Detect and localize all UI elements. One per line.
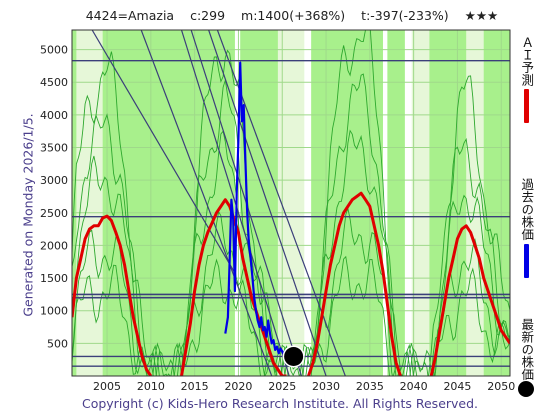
x-tick-label-2025: 2025 <box>268 380 296 393</box>
generated-date-label: Generated on Monday 2026/1/5. <box>20 113 36 317</box>
chart-header: 4424=Amazia c:299 m:1400(+368%) t:-397(-… <box>72 8 512 23</box>
legend-latest-swatch <box>518 380 534 397</box>
y-tick-label-1500: 1500 <box>40 272 68 285</box>
rating-stars: ★★★ <box>464 8 499 23</box>
latest-price-marker <box>282 345 305 368</box>
x-tick-label-2005: 2005 <box>93 380 121 393</box>
x-tick-label-2030: 2030 <box>312 380 340 393</box>
prediction-segment-3 <box>429 224 510 376</box>
legend-prediction: ＡＩ予測 <box>514 36 538 123</box>
plot-frame <box>71 29 511 377</box>
stock-code-name: 4424=Amazia <box>85 8 175 23</box>
white-band-2 <box>382 30 388 376</box>
y-tick-label-2500: 2500 <box>40 207 68 220</box>
legend-latest: 最新の株価 <box>514 318 538 401</box>
max-target: m:1400(+368%) <box>241 8 346 23</box>
copyright-footer: Copyright (c) Kids-Hero Research Institu… <box>81 396 479 411</box>
legend-past-label: 過去の株価 <box>519 178 535 241</box>
x-tick-label-2020: 2020 <box>224 380 252 393</box>
legend-prediction-swatch <box>523 89 529 123</box>
legend-past-swatch <box>523 243 529 278</box>
light-band-2 <box>411 30 430 376</box>
x-tick-label-2045: 2045 <box>443 380 471 393</box>
white-band-3 <box>404 30 412 376</box>
legend-past: 過去の株価 <box>514 178 538 278</box>
trend-line-5 <box>140 30 273 376</box>
trend-line-4 <box>91 30 235 272</box>
y-tick-label-500: 500 <box>47 337 68 350</box>
y-tick-label-5000: 5000 <box>40 44 68 57</box>
x-tick-label-2010: 2010 <box>137 380 165 393</box>
prediction-segment-0 <box>72 214 153 376</box>
min-target: t:-397(-233%) <box>361 8 449 23</box>
trend-line-0 <box>180 30 290 376</box>
y-tick-label-4500: 4500 <box>40 76 68 89</box>
white-band-1 <box>304 30 312 376</box>
x-tick-label-2035: 2035 <box>356 380 384 393</box>
prediction-segment-2 <box>307 191 402 376</box>
x-tick-label-2050: 2050 <box>487 380 515 393</box>
y-tick-label-3000: 3000 <box>40 174 68 187</box>
trend-line-2 <box>208 30 327 376</box>
current-price: c:299 <box>190 8 226 23</box>
thin-line-4 <box>72 30 510 376</box>
light-band-3 <box>466 30 484 376</box>
x-tick-label-2015: 2015 <box>181 380 209 393</box>
legend-prediction-label: ＡＩ予測 <box>519 36 535 86</box>
y-tick-label-4000: 4000 <box>40 109 68 122</box>
latest-dot <box>284 346 304 366</box>
thin-line-3 <box>72 255 510 376</box>
axes: 500 1000 1500 2000 2500 3000 3500 4000 4500 5000 2… <box>40 29 515 393</box>
y-tick-label-3500: 3500 <box>40 142 68 155</box>
y-tick-label-2000: 2000 <box>40 239 68 252</box>
x-tick-label-2040: 2040 <box>400 380 428 393</box>
y-tick-label-1000: 1000 <box>40 305 68 318</box>
horizontal-target-lines <box>72 60 510 367</box>
past-price-series <box>224 61 292 358</box>
past-price-line <box>224 61 292 358</box>
legend-latest-label: 最新の株価 <box>519 318 535 381</box>
